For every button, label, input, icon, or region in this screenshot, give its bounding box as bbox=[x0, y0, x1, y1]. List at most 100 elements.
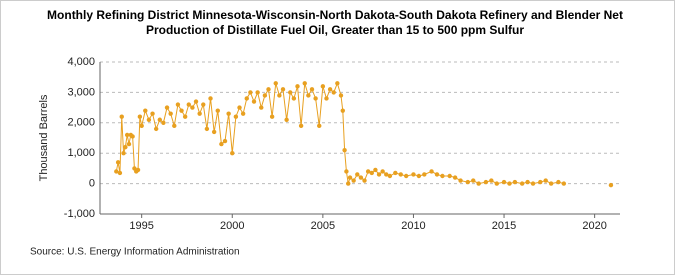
data-point bbox=[525, 179, 530, 185]
data-point bbox=[153, 126, 159, 132]
y-tick-label: 1,000 bbox=[67, 147, 95, 159]
x-tick-label: 2020 bbox=[582, 220, 606, 232]
data-point bbox=[335, 81, 340, 86]
data-point bbox=[115, 160, 121, 165]
data-point bbox=[380, 169, 385, 174]
data-point bbox=[143, 108, 148, 113]
data-point bbox=[355, 172, 360, 177]
data-point bbox=[489, 178, 494, 183]
data-point bbox=[175, 102, 181, 107]
data-point bbox=[277, 93, 282, 98]
data-point bbox=[226, 111, 231, 116]
data-point bbox=[440, 173, 445, 179]
data-point bbox=[164, 105, 170, 110]
data-point bbox=[273, 81, 278, 86]
data-point bbox=[244, 96, 249, 101]
data-point bbox=[324, 96, 329, 101]
y-axis-label: Thousand Barrels bbox=[38, 94, 50, 181]
data-point bbox=[422, 172, 427, 177]
data-point bbox=[233, 114, 239, 119]
data-point bbox=[161, 120, 166, 126]
data-point bbox=[157, 117, 162, 122]
data-point bbox=[447, 173, 452, 179]
data-point bbox=[201, 102, 206, 107]
data-point bbox=[346, 181, 351, 186]
data-point bbox=[190, 105, 195, 110]
data-point bbox=[340, 108, 345, 113]
data-point bbox=[269, 114, 275, 119]
data-point bbox=[331, 90, 336, 95]
data-point bbox=[556, 179, 561, 185]
data-point bbox=[362, 178, 367, 183]
data-point bbox=[240, 111, 246, 116]
data-point bbox=[266, 87, 271, 92]
data-point bbox=[483, 179, 489, 185]
data-point bbox=[219, 141, 224, 147]
data-point bbox=[172, 123, 177, 129]
data-point bbox=[114, 169, 119, 174]
data-point bbox=[186, 102, 191, 107]
data-point bbox=[295, 84, 300, 89]
data-point bbox=[197, 111, 202, 116]
data-point bbox=[465, 179, 471, 185]
data-point bbox=[373, 167, 378, 173]
data-point bbox=[168, 111, 173, 116]
data-point bbox=[543, 178, 548, 183]
data-point bbox=[344, 169, 349, 174]
data-point bbox=[262, 93, 268, 98]
data-point bbox=[458, 178, 463, 183]
data-point bbox=[351, 178, 356, 183]
y-tick-label: -1,000 bbox=[64, 208, 95, 220]
data-point bbox=[237, 105, 242, 110]
data-point bbox=[309, 87, 315, 92]
data-point bbox=[124, 132, 130, 138]
data-point bbox=[248, 90, 253, 95]
data-point bbox=[338, 93, 344, 98]
data-point bbox=[494, 181, 499, 186]
data-point bbox=[530, 181, 536, 186]
data-point bbox=[365, 169, 371, 174]
data-point bbox=[215, 108, 220, 113]
data-point bbox=[302, 81, 307, 86]
data-point bbox=[519, 181, 525, 186]
x-tick-label: 2015 bbox=[492, 220, 516, 232]
y-tick-label: 2,000 bbox=[67, 117, 95, 129]
data-point bbox=[471, 178, 476, 183]
data-point bbox=[507, 181, 512, 186]
data-point bbox=[146, 117, 152, 122]
data-point bbox=[384, 172, 389, 177]
data-point bbox=[411, 172, 416, 177]
title-box: Monthly Refining District Minnesota-Wisc… bbox=[47, 8, 623, 37]
data-point bbox=[313, 96, 318, 101]
x-tick-label: 1995 bbox=[129, 220, 153, 232]
data-point bbox=[139, 123, 144, 129]
data-point bbox=[452, 175, 458, 180]
data-point bbox=[284, 117, 289, 122]
data-point bbox=[179, 108, 184, 113]
data-point bbox=[182, 114, 188, 119]
y-tick-label: 0 bbox=[89, 178, 95, 190]
data-point bbox=[230, 151, 235, 156]
data-point bbox=[251, 99, 257, 104]
data-point bbox=[211, 129, 217, 135]
data-point bbox=[123, 144, 128, 150]
data-point bbox=[416, 173, 422, 179]
chart-title: Monthly Refining District Minnesota-Wisc… bbox=[47, 8, 623, 37]
data-point bbox=[193, 99, 199, 104]
data-point bbox=[126, 141, 132, 147]
data-point bbox=[135, 167, 141, 173]
data-point bbox=[298, 123, 304, 129]
data-point bbox=[291, 96, 297, 101]
data-point bbox=[358, 175, 364, 180]
data-point bbox=[347, 175, 353, 180]
data-point bbox=[393, 170, 398, 176]
data-point bbox=[548, 181, 554, 186]
y-tick-label: 3,000 bbox=[67, 86, 95, 98]
data-point bbox=[387, 173, 393, 179]
data-point bbox=[538, 179, 543, 185]
data-point bbox=[137, 114, 143, 119]
x-tick-label: 2000 bbox=[220, 220, 244, 232]
x-tick-label: 2005 bbox=[311, 220, 335, 232]
